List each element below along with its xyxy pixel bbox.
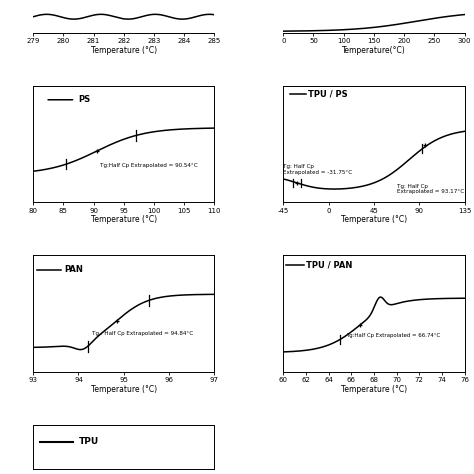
Text: Tg: Half Cp
Extrapolated = 93.17°C: Tg: Half Cp Extrapolated = 93.17°C: [397, 184, 464, 194]
X-axis label: Temperature(°C): Temperature(°C): [342, 46, 406, 55]
X-axis label: Temperature (°C): Temperature (°C): [91, 215, 157, 224]
Text: Tg:Half Cp Extrapolated = 66.74°C: Tg:Half Cp Extrapolated = 66.74°C: [346, 333, 440, 338]
Text: Tg : Half Cp Extrapolated = 94.84°C: Tg : Half Cp Extrapolated = 94.84°C: [92, 331, 193, 336]
Text: TPU / PAN: TPU / PAN: [306, 261, 352, 270]
Text: Tg:Half Cp Extrapolated = 90.54°C: Tg:Half Cp Extrapolated = 90.54°C: [100, 163, 197, 168]
Text: Tg: Half Cp
Extrapolated = -31.75°C: Tg: Half Cp Extrapolated = -31.75°C: [283, 164, 352, 175]
Text: PAN: PAN: [64, 265, 83, 274]
X-axis label: Temperature (°C): Temperature (°C): [91, 385, 157, 394]
Text: TPU: TPU: [79, 438, 99, 447]
X-axis label: Temperature (°C): Temperature (°C): [341, 385, 407, 394]
Text: TPU / PS: TPU / PS: [309, 89, 348, 98]
Text: PS: PS: [79, 95, 91, 104]
X-axis label: Temperature (°C): Temperature (°C): [91, 46, 157, 55]
X-axis label: Temperature (°C): Temperature (°C): [341, 215, 407, 224]
